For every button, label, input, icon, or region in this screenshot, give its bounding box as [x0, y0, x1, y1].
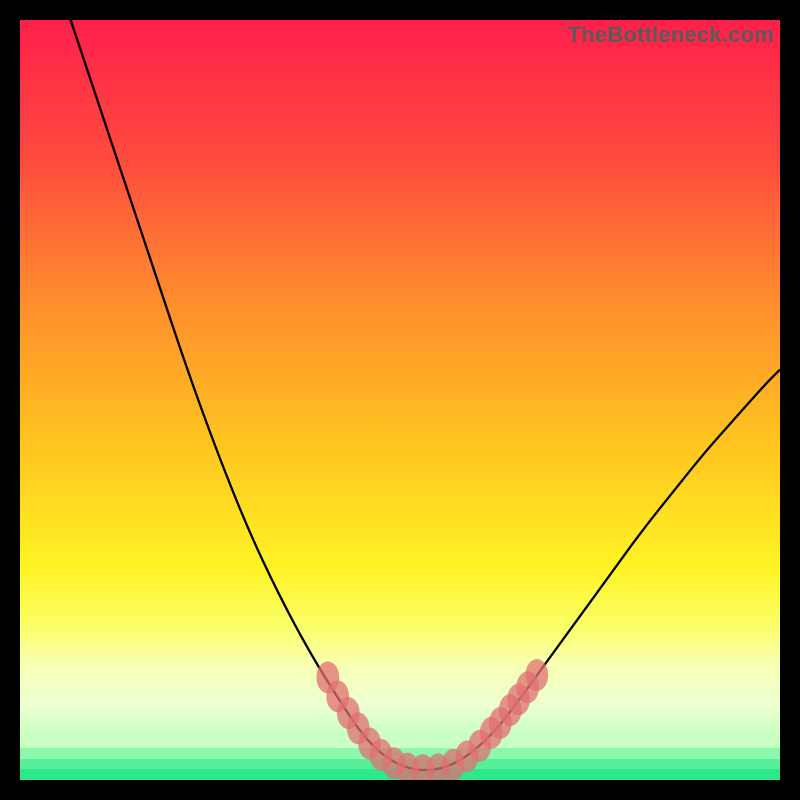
plot-area: TheBottleneck.com [20, 20, 780, 780]
canvas: TheBottleneck.com [0, 0, 800, 800]
data-marker [525, 659, 548, 691]
chart-svg [20, 20, 780, 780]
watermark-text: TheBottleneck.com [568, 22, 774, 48]
bottleneck-curve [66, 20, 780, 770]
markers [316, 659, 548, 780]
